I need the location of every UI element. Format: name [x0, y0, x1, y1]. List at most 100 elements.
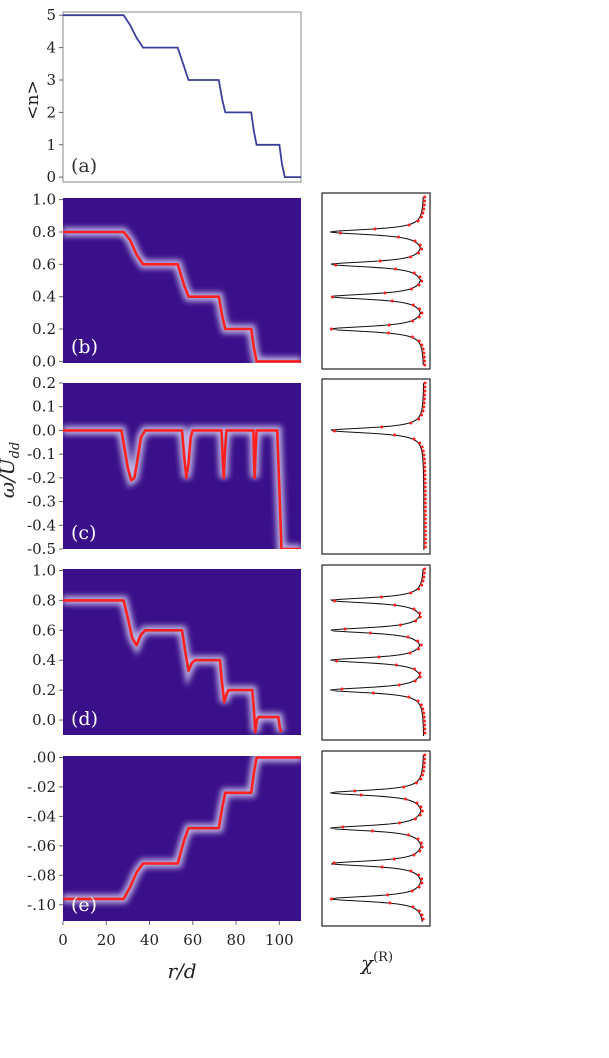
response-dot-b — [334, 263, 338, 267]
response-dot-b — [421, 211, 425, 215]
side-frame-d — [321, 564, 431, 741]
response-dot-c — [423, 473, 427, 477]
curve-c — [63, 429, 301, 549]
response-dot-c — [423, 545, 427, 549]
response-dot-c — [422, 453, 426, 457]
response-dot-e — [417, 873, 421, 877]
response-dot-c — [423, 529, 427, 533]
response-dot-e — [419, 777, 423, 781]
response-dot-d — [413, 679, 417, 683]
response-dot-d — [335, 659, 339, 663]
ytick-label-c: -0.1 — [27, 445, 56, 463]
panel-label-e: (e) — [71, 894, 97, 916]
response-dot-d — [398, 623, 402, 627]
response-dot-b — [422, 203, 426, 207]
ytick-label-d: 0.8 — [32, 591, 56, 609]
response-dot-e — [421, 917, 425, 921]
response-dot-b — [418, 307, 422, 311]
response-dot-d — [394, 663, 398, 667]
side-frame-e — [321, 750, 431, 927]
response-dot-b — [422, 355, 426, 359]
response-dot-e — [388, 901, 392, 905]
ytick-label-e: -.08 — [27, 866, 56, 884]
side-panel-b — [321, 192, 431, 370]
ytick-label-c: -0.2 — [27, 469, 56, 487]
response-dot-b — [411, 319, 415, 323]
response-dot-d — [418, 615, 422, 619]
response-dot-d — [371, 691, 375, 695]
response-dot-c — [422, 401, 426, 405]
ytick-label-c: -0.5 — [27, 540, 56, 558]
response-dot-c — [423, 397, 427, 401]
response-dot-e — [423, 753, 427, 757]
response-dot-b — [373, 227, 377, 231]
occupation-line — [63, 14, 301, 179]
panel-a: 0 1 2 3 4 5 (a) — [46, 6, 302, 186]
response-dot-e — [422, 765, 426, 769]
response-dot-b — [407, 223, 411, 227]
ytick-label-c: 0.2 — [32, 374, 56, 392]
response-dot-d — [421, 579, 425, 583]
response-dot-d — [423, 727, 427, 731]
response-dot-e — [413, 817, 417, 821]
response-dot-b — [423, 195, 427, 199]
response-dot-c — [423, 389, 427, 393]
response-dot-d — [408, 651, 412, 655]
response-dot-c — [380, 425, 384, 429]
x-axis-label: r/d — [167, 959, 196, 983]
response-dot-e — [417, 909, 421, 913]
response-dot-e — [409, 869, 413, 873]
ytick-label-e: -.10 — [27, 896, 56, 914]
response-dot-c — [423, 509, 427, 513]
response-dot-d — [377, 655, 381, 659]
response-dot-c — [421, 449, 425, 453]
response-dot-e — [414, 781, 418, 785]
response-dot-e — [404, 797, 408, 801]
response-dot-d — [393, 603, 397, 607]
response-dot-d — [421, 707, 425, 711]
xtick-label: 40 — [140, 931, 159, 949]
panel-label-d: (d) — [71, 708, 98, 730]
ytick-label-c: -0.4 — [27, 516, 56, 534]
response-dot-e — [353, 789, 357, 793]
response-dot-b — [420, 311, 424, 315]
side-frame-b — [321, 192, 431, 370]
response-dot-e — [398, 821, 402, 825]
response-dot-b — [390, 299, 394, 303]
response-dot-c — [423, 477, 427, 481]
response-dot-e — [402, 785, 406, 789]
response-dot-d — [343, 627, 347, 631]
response-dot-d — [422, 575, 426, 579]
curve-b — [63, 230, 301, 363]
response-dot-e — [410, 889, 414, 893]
response-dot-e — [380, 865, 384, 869]
panel-label-a: (a) — [71, 155, 97, 177]
response-dot-b — [417, 251, 421, 255]
ylabel-a: <n> — [23, 80, 43, 119]
response-dot-e — [341, 825, 345, 829]
response-dot-d — [418, 671, 422, 675]
ytick-label-a: 4 — [46, 39, 56, 57]
response-dot-c — [423, 465, 427, 469]
response-dot-b — [412, 271, 416, 275]
response-dot-c — [422, 405, 426, 409]
response-dot-b — [423, 199, 427, 203]
response-dot-c — [417, 417, 421, 421]
response-dot-b — [420, 343, 424, 347]
side-panel-e — [321, 750, 431, 927]
response-dot-c — [418, 441, 422, 445]
response-dot-e — [421, 773, 425, 777]
ytick-label-d: 0.2 — [32, 681, 56, 699]
response-dot-c — [423, 533, 427, 537]
response-dot-d — [419, 643, 423, 647]
response-dot-c — [423, 505, 427, 509]
response-dot-c — [423, 469, 427, 473]
response-dot-e — [420, 913, 424, 917]
response-dot-c — [423, 381, 427, 385]
response-dot-c — [422, 457, 426, 461]
response-dot-c — [423, 513, 427, 517]
response-dot-b — [418, 275, 422, 279]
response-dot-b — [383, 291, 387, 295]
side-panel-c — [321, 378, 431, 555]
panel-b: 0.0 0.2 0.4 0.6 0.8 1.0 (b) — [32, 191, 301, 370]
